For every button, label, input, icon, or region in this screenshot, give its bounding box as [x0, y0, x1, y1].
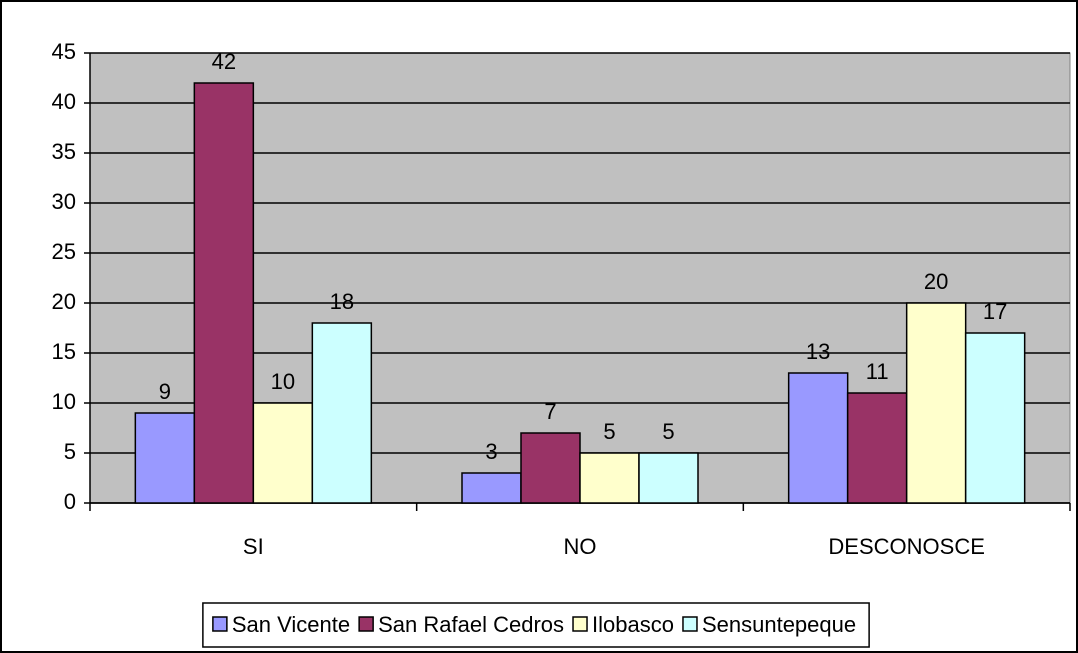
bar	[134, 412, 196, 504]
bar	[520, 432, 581, 504]
value-label: 18	[330, 289, 354, 314]
y-tick-label: 25	[52, 239, 76, 264]
bar	[787, 372, 849, 504]
value-label: 42	[212, 49, 236, 74]
y-tick-label: 40	[52, 89, 76, 114]
value-label: 17	[983, 299, 1007, 324]
bar	[461, 472, 522, 504]
y-tick-label: 5	[64, 439, 76, 464]
value-label: 11	[866, 359, 889, 384]
bar	[579, 452, 640, 504]
bar	[846, 392, 908, 504]
legend-swatch	[358, 616, 374, 632]
legend-label: Ilobasco	[592, 612, 674, 637]
value-label: 9	[159, 379, 171, 404]
bar	[964, 332, 1026, 504]
x-tick-label: DESCONOSCE	[828, 534, 984, 559]
x-tick-label: NO	[564, 534, 597, 559]
value-label: 7	[544, 399, 556, 424]
bar	[252, 402, 314, 504]
bar	[905, 302, 967, 504]
legend-label: San Vicente	[232, 612, 350, 637]
value-label: 13	[806, 339, 830, 364]
bar	[638, 452, 699, 504]
bar	[311, 322, 373, 504]
legend-swatch	[682, 616, 698, 632]
value-label: 3	[485, 439, 497, 464]
y-tick-label: 30	[52, 189, 76, 214]
value-label: 10	[271, 369, 295, 394]
legend-label: Sensuntepeque	[702, 612, 856, 637]
y-tick-label: 20	[52, 289, 76, 314]
y-tick-label: 10	[52, 389, 76, 414]
legend-label: San Rafael Cedros	[378, 612, 564, 637]
value-label: 20	[924, 269, 948, 294]
x-tick-label: SI	[243, 534, 264, 559]
legend-swatch	[572, 616, 588, 632]
bar	[193, 82, 255, 504]
y-tick-label: 35	[52, 139, 76, 164]
value-label: 5	[603, 419, 615, 444]
y-tick-label: 0	[64, 489, 76, 514]
y-tick-label: 15	[52, 339, 76, 364]
legend	[202, 602, 870, 648]
y-tick-label: 45	[52, 39, 76, 64]
value-label: 5	[662, 419, 674, 444]
legend-swatch	[212, 616, 228, 632]
